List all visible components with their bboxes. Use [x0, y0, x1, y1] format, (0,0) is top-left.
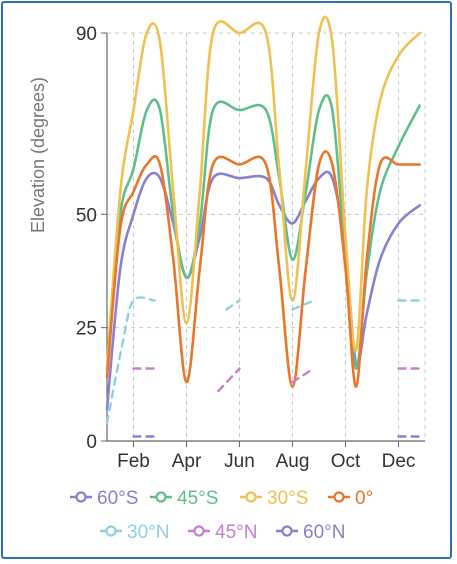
legend-marker-0	[333, 491, 345, 503]
legend-label-30n: 30°N	[127, 522, 169, 543]
tick-labels: 0 25 50 90 Feb Apr Jun Aug Oct Dec	[76, 24, 416, 472]
x-tick-label-aug: Aug	[276, 451, 310, 472]
grid	[107, 32, 426, 441]
series-line-30n-part-2	[291, 299, 315, 311]
series-line-30n-part-0	[105, 296, 156, 425]
series-line-45n-part-1	[217, 367, 241, 393]
legend-label-60s: 60°S	[97, 488, 138, 509]
axes	[106, 33, 425, 442]
x-tick-label-apr: Apr	[172, 451, 202, 472]
legend-label-30s: 30°S	[267, 488, 308, 509]
x-tick-label-oct: Oct	[331, 451, 361, 472]
series-line-30n-part-1	[225, 299, 241, 311]
legend-marker-30s	[245, 491, 257, 503]
legend-marker-60s	[75, 491, 87, 503]
legend-marker-45s	[155, 491, 167, 503]
legend-label-45s: 45°S	[177, 488, 218, 509]
y-tick-label-25: 25	[76, 319, 97, 340]
y-tick-label-90: 90	[76, 24, 97, 45]
x-tick-label-dec: Dec	[382, 451, 416, 472]
x-tick-label-jun: Jun	[224, 451, 255, 472]
series-line-45n-part-2	[291, 367, 315, 384]
legend-label-60n: 60°N	[303, 522, 345, 543]
legend-marker-60n	[281, 525, 293, 537]
series-line-30s	[105, 15, 421, 370]
legend-label-45n: 45°N	[215, 522, 257, 543]
series-group	[105, 15, 421, 438]
legend: 60°S 45°S 30°S 0° 30°N 45°N 60°N	[70, 488, 373, 543]
y-tick-label-0: 0	[86, 432, 97, 453]
series-line-0	[105, 150, 421, 388]
legend-marker-30n	[105, 525, 117, 537]
chart-frame	[1, 1, 452, 559]
x-tick-label-feb: Feb	[117, 451, 150, 472]
y-tick-label-50: 50	[76, 205, 97, 226]
legend-marker-45n	[193, 525, 205, 537]
y-axis-label: Elevation (degrees)	[28, 77, 48, 233]
legend-label-0: 0°	[355, 488, 373, 509]
